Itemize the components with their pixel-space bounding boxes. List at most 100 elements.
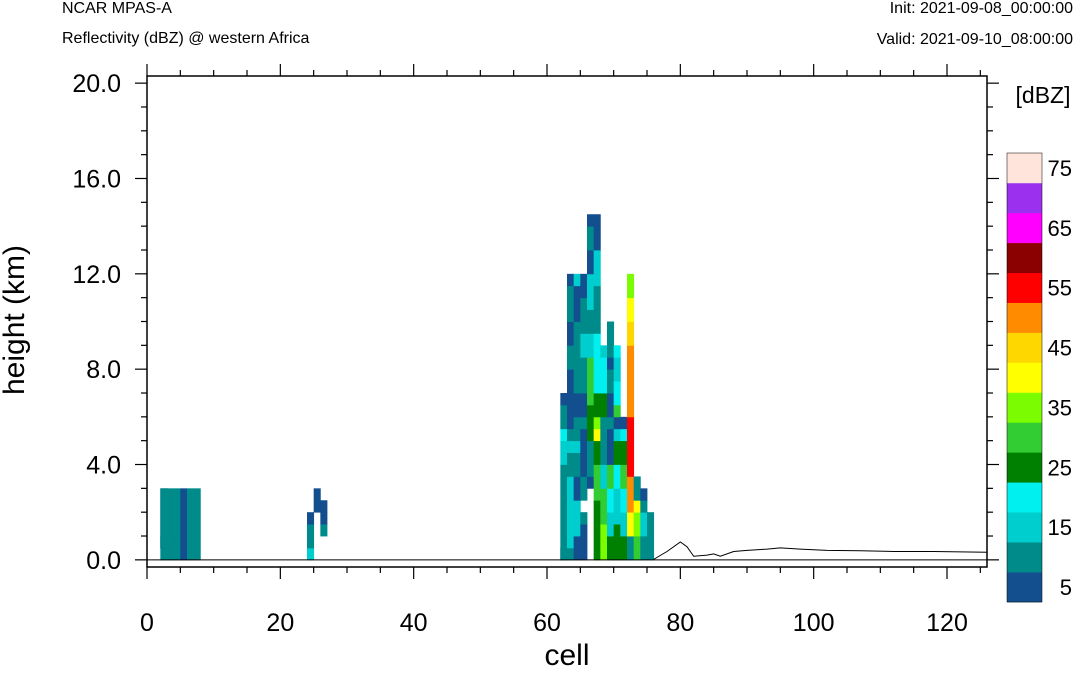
reflectivity-cell [173, 488, 181, 561]
y-tick-label: 16.0 [72, 165, 121, 193]
reflectivity-cell [593, 500, 601, 561]
reflectivity-cell [567, 452, 575, 477]
colorbar-swatch [1007, 542, 1042, 573]
reflectivity-cell [580, 333, 588, 358]
reflectivity-cell [573, 321, 581, 394]
reflectivity-cell [627, 321, 635, 346]
reflectivity-cell [567, 547, 575, 561]
reflectivity-cell [587, 238, 595, 251]
reflectivity-cell [560, 428, 568, 442]
reflectivity-cell [587, 273, 595, 287]
colorbar-unit-label: [dBZ] [1016, 82, 1071, 108]
reflectivity-cell [640, 536, 648, 561]
reflectivity-cell [613, 381, 621, 406]
reflectivity-cell [567, 440, 575, 453]
colorbar-tick-label: 5 [1060, 575, 1072, 600]
model-name: NCAR MPAS-A [62, 0, 172, 17]
reflectivity-cell [320, 512, 328, 525]
colorbar-tick-label: 75 [1048, 156, 1072, 181]
reflectivity-cell [620, 512, 628, 537]
reflectivity-cell [647, 512, 655, 537]
x-tick-label: 40 [400, 609, 428, 637]
reflectivity-cell [587, 309, 595, 334]
terrain-line [653, 541, 988, 560]
reflectivity-cell [607, 464, 615, 489]
reflectivity-cell [307, 524, 315, 537]
colorbar-tick-label: 25 [1048, 455, 1072, 480]
y-axis-label: height (km) [0, 245, 31, 395]
reflectivity-cell [613, 345, 621, 358]
reflectivity-cell [567, 345, 575, 370]
reflectivity-cell [573, 440, 581, 453]
reflectivity-cell [573, 452, 581, 477]
reflectivity-cell [180, 488, 188, 561]
reflectivity-cell [600, 369, 608, 394]
reflectivity-cell [580, 393, 588, 418]
colorbar-tick-label: 35 [1048, 395, 1072, 420]
reflectivity-cell [580, 297, 588, 334]
reflectivity-cell [580, 524, 588, 561]
chart-subtitle: Reflectivity (dBZ) @ western Africa [62, 30, 310, 47]
reflectivity-cell [620, 488, 628, 513]
reflectivity-cell [573, 273, 581, 287]
reflectivity-cell [320, 500, 328, 513]
reflectivity-cell [587, 476, 595, 489]
colorbar-swatch [1007, 272, 1042, 303]
reflectivity-cell [573, 500, 581, 537]
reflectivity-cell [600, 393, 608, 418]
reflectivity-cell [627, 536, 635, 561]
reflectivity-cell [567, 285, 575, 322]
reflectivity-cell [627, 452, 635, 477]
x-tick-label: 80 [666, 609, 694, 637]
reflectivity-cell [607, 428, 615, 465]
reflectivity-cell [600, 488, 608, 525]
reflectivity-cell [620, 416, 628, 430]
plot-axes: 0 20 40 60 80 100 120 0.0 4.0 8.0 12.0 16.0 20.0 [72, 64, 999, 637]
reflectivity-cell [313, 488, 321, 501]
reflectivity-cell [167, 488, 175, 525]
reflectivity-cell [613, 488, 621, 525]
reflectivity-cell [573, 476, 581, 501]
colorbar-frame [1006, 152, 1043, 603]
reflectivity-cell [567, 369, 575, 430]
colorbar-swatch [1007, 362, 1042, 393]
reflectivity-cell [187, 488, 195, 561]
colorbar-swatch [1007, 452, 1042, 483]
y-tick-label: 4.0 [86, 452, 121, 480]
reflectivity-cells [160, 214, 655, 561]
reflectivity-cell [307, 512, 315, 525]
colorbar-swatch [1007, 512, 1042, 543]
reflectivity-cell [573, 285, 581, 322]
reflectivity-cell [593, 440, 601, 465]
reflectivity-cell [627, 512, 635, 537]
y-tick-label: 20.0 [72, 70, 121, 98]
reflectivity-cell [587, 357, 595, 382]
colorbar-swatch [1007, 392, 1042, 423]
reflectivity-cell [647, 547, 655, 561]
reflectivity-cell [627, 488, 635, 513]
reflectivity-cell [593, 416, 601, 430]
reflectivity-cell [620, 428, 628, 442]
colorbar-swatch [1007, 422, 1042, 453]
reflectivity-cell [167, 536, 175, 549]
colorbar-tick-label: 55 [1048, 276, 1072, 301]
colorbar-swatch [1007, 482, 1042, 513]
reflectivity-cell [593, 393, 601, 418]
x-tick-label: 100 [793, 609, 835, 637]
reflectivity-cell [560, 393, 568, 406]
reflectivity-cell [640, 488, 648, 501]
reflectivity-cell [613, 404, 621, 418]
init-time: Init: 2021-09-08_00:00:00 [889, 0, 1073, 17]
reflectivity-cell [607, 536, 615, 561]
reflectivity-cell [587, 249, 595, 275]
terrain-profile [653, 541, 988, 560]
reflectivity-cell [607, 488, 615, 513]
reflectivity-cell [627, 416, 635, 453]
reflectivity-cell [580, 512, 588, 525]
reflectivity-cell [633, 536, 641, 561]
reflectivity-cell [573, 536, 581, 561]
reflectivity-cell [587, 440, 595, 477]
reflectivity-cell [613, 357, 621, 382]
reflectivity-cell [580, 416, 588, 430]
